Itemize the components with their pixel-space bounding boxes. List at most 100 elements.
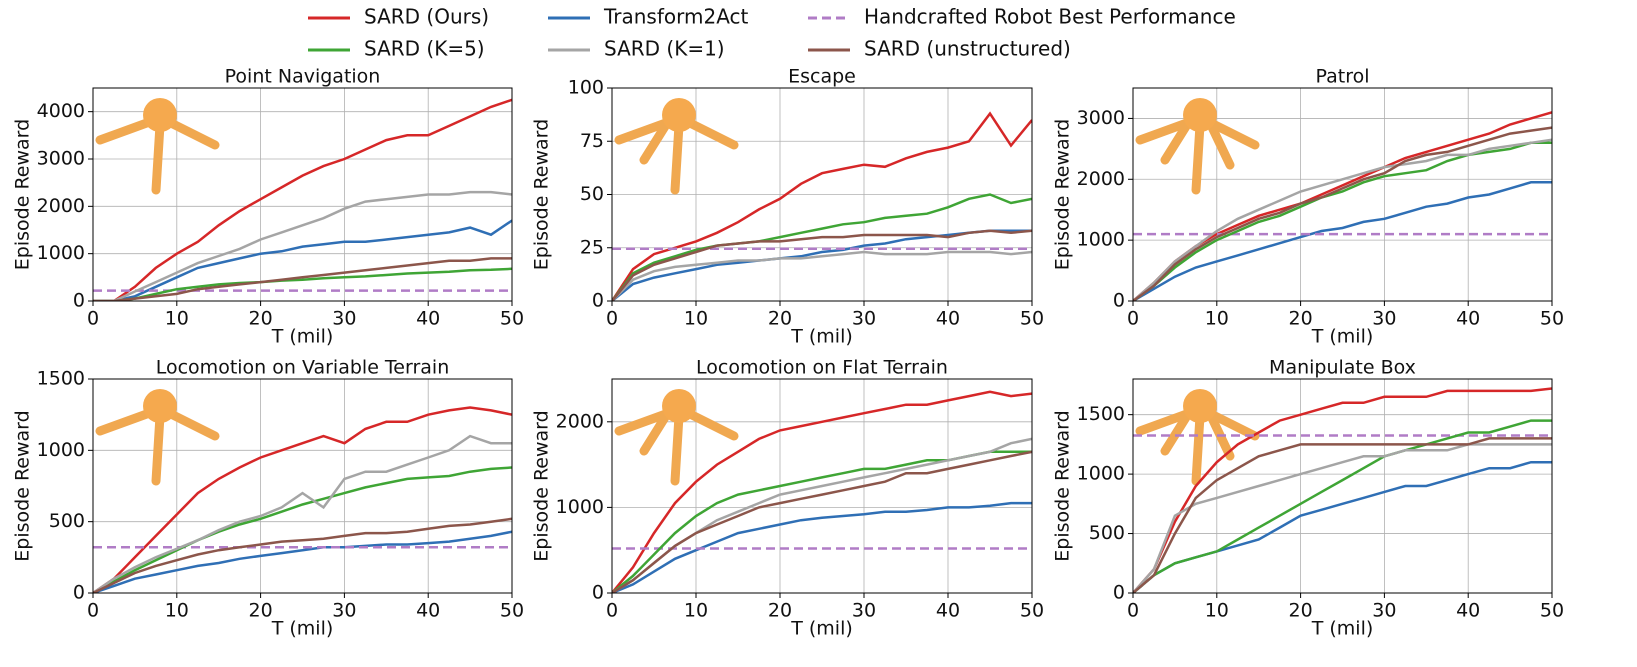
robot-icon xyxy=(100,389,215,481)
y-tick-label: 4000 xyxy=(37,100,85,122)
x-tick-label: 50 xyxy=(1540,600,1564,622)
x-tick-label: 20 xyxy=(768,308,792,330)
x-tick-label: 30 xyxy=(852,308,876,330)
robot-limb xyxy=(675,125,679,190)
x-tick-label: 10 xyxy=(165,600,189,622)
y-tick-label: 75 xyxy=(580,130,604,152)
y-tick-label: 1000 xyxy=(556,496,604,518)
y-tick-label: 25 xyxy=(580,236,604,258)
x-tick-label: 0 xyxy=(606,308,618,330)
robot-limb xyxy=(1196,125,1200,190)
y-axis-label: Episode Reward xyxy=(1052,119,1074,270)
y-tick-label: 1000 xyxy=(1077,229,1125,251)
y-axis-label: Episode Reward xyxy=(12,410,34,561)
y-axis-label: Episode Reward xyxy=(531,119,553,270)
y-tick-label: 3000 xyxy=(37,148,85,170)
robot-body xyxy=(662,98,696,132)
x-tick-label: 30 xyxy=(1372,308,1396,330)
x-tick-label: 50 xyxy=(1540,308,1564,330)
x-tick-label: 10 xyxy=(1205,308,1229,330)
y-tick-label: 1500 xyxy=(37,368,85,390)
page: {"chart_data": [ {"type": "line", "title… xyxy=(0,0,1637,667)
x-tick-label: 20 xyxy=(768,600,792,622)
chart-title: Locomotion on Variable Terrain xyxy=(156,357,450,379)
robot-body xyxy=(1183,389,1217,423)
robot-limb xyxy=(156,416,160,481)
legend-label: SARD (K=1) xyxy=(604,37,725,61)
x-axis-label: T (mil) xyxy=(1311,326,1374,348)
x-tick-label: 40 xyxy=(416,600,440,622)
x-axis-label: T (mil) xyxy=(790,326,853,348)
x-axis-label: T (mil) xyxy=(271,618,334,640)
y-tick-label: 50 xyxy=(580,183,604,205)
x-tick-label: 40 xyxy=(936,600,960,622)
x-tick-label: 40 xyxy=(1456,600,1480,622)
figure: SARD (Ours) Transform2Act Handcrafted Robo… xyxy=(0,0,1637,667)
x-tick-label: 30 xyxy=(332,308,356,330)
y-tick-label: 0 xyxy=(592,582,604,604)
y-tick-label: 2000 xyxy=(556,410,604,432)
y-tick-label: 1000 xyxy=(1077,463,1125,485)
y-tick-label: 1500 xyxy=(1077,403,1125,425)
robot-icon xyxy=(1140,98,1255,190)
y-axis-label: Episode Reward xyxy=(531,410,553,561)
legend-label: SARD (unstructured) xyxy=(864,37,1071,61)
robot-body xyxy=(1183,98,1217,132)
y-tick-label: 1000 xyxy=(37,242,85,264)
legend-label: SARD (Ours) xyxy=(364,5,489,29)
x-tick-label: 20 xyxy=(1289,308,1313,330)
y-tick-label: 1000 xyxy=(37,439,85,461)
x-tick-label: 10 xyxy=(684,308,708,330)
y-tick-label: 100 xyxy=(568,77,604,99)
x-tick-label: 20 xyxy=(1289,600,1313,622)
x-tick-label: 40 xyxy=(416,308,440,330)
robot-body xyxy=(143,389,177,423)
robot-body xyxy=(662,389,696,423)
robot-body xyxy=(143,98,177,132)
y-axis-label: Episode Reward xyxy=(1052,410,1074,561)
series-line xyxy=(93,519,512,593)
y-tick-label: 500 xyxy=(49,510,85,532)
y-tick-label: 3000 xyxy=(1077,107,1125,129)
x-tick-label: 0 xyxy=(87,308,99,330)
y-tick-label: 2000 xyxy=(37,195,85,217)
x-tick-label: 0 xyxy=(606,600,618,622)
chart-title: Point Navigation xyxy=(225,66,381,88)
x-tick-label: 50 xyxy=(1020,600,1044,622)
robot-limb xyxy=(1196,416,1200,481)
x-tick-label: 10 xyxy=(165,308,189,330)
y-tick-label: 500 xyxy=(1089,522,1125,544)
robot-limb xyxy=(156,125,160,190)
x-tick-label: 20 xyxy=(249,308,273,330)
y-axis-label: Episode Reward xyxy=(12,119,34,270)
x-tick-label: 30 xyxy=(852,600,876,622)
x-tick-label: 30 xyxy=(332,600,356,622)
y-tick-label: 0 xyxy=(592,290,604,312)
x-tick-label: 50 xyxy=(1020,308,1044,330)
y-tick-label: 0 xyxy=(73,582,85,604)
legend-label: Handcrafted Robot Best Performance xyxy=(864,5,1236,29)
robot-limb xyxy=(675,416,679,481)
chart-title: Escape xyxy=(788,66,856,88)
legend-label: SARD (K=5) xyxy=(364,37,485,61)
y-tick-label: 0 xyxy=(73,290,85,312)
x-tick-label: 30 xyxy=(1372,600,1396,622)
x-tick-label: 10 xyxy=(684,600,708,622)
x-tick-label: 50 xyxy=(500,308,524,330)
legend-label: Transform2Act xyxy=(603,5,749,29)
chart-title: Locomotion on Flat Terrain xyxy=(696,357,948,379)
x-axis-label: T (mil) xyxy=(790,618,853,640)
chart-title: Patrol xyxy=(1316,66,1370,88)
robot-icon xyxy=(619,98,734,190)
x-tick-label: 0 xyxy=(1127,600,1139,622)
x-tick-label: 0 xyxy=(87,600,99,622)
x-tick-label: 20 xyxy=(249,600,273,622)
robot-icon xyxy=(619,389,734,481)
x-tick-label: 50 xyxy=(500,600,524,622)
x-tick-label: 40 xyxy=(936,308,960,330)
y-tick-label: 0 xyxy=(1113,290,1125,312)
y-tick-label: 0 xyxy=(1113,582,1125,604)
x-tick-label: 10 xyxy=(1205,600,1229,622)
x-tick-label: 40 xyxy=(1456,308,1480,330)
x-axis-label: T (mil) xyxy=(1311,618,1374,640)
